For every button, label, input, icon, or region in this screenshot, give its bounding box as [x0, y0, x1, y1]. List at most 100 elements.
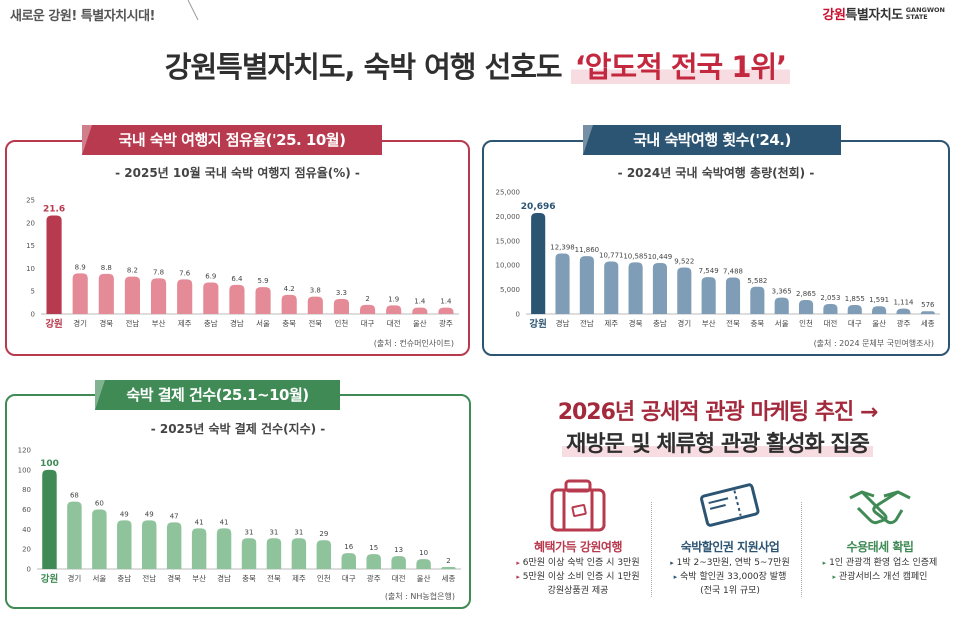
trips-bar: [823, 303, 838, 314]
share-bar: [386, 305, 402, 314]
trips-bar: [604, 261, 619, 314]
divider-slash: [187, 0, 199, 21]
payments-category-label: 부산: [192, 573, 206, 583]
payments-value-label: 13: [394, 546, 403, 554]
trips-value-label: 12,398: [550, 243, 575, 251]
payments-category-label: 경북: [167, 573, 181, 583]
payments-bar: [67, 501, 82, 569]
logo-english: GANGWON STATE: [905, 5, 945, 21]
payments-panel: - 2025년 숙박 결제 건수(지수) - 0 20 40 60 80 100 120 10…: [5, 394, 471, 609]
trips-category-label: 제주: [604, 319, 618, 328]
share-category-label: 경북: [99, 318, 113, 328]
share-category-label: 부산: [152, 318, 166, 328]
trips-ytick: 25,000: [496, 189, 521, 197]
payments-value-label: 41: [220, 518, 229, 526]
trips-category-label: 부산: [702, 318, 716, 328]
share-bar: [359, 304, 376, 314]
handshake-icon: [849, 490, 911, 525]
share-subtitle: - 2025년 10월 국내 숙박 여행지 점유율(%) -: [115, 166, 360, 180]
share-ytick: 5: [31, 288, 35, 296]
discount-line: ▸ 숙박 할인권 33,000장 발행: [673, 572, 787, 582]
payments-category-label: 서울: [92, 574, 106, 583]
share-value-label: 3.8: [310, 287, 321, 295]
tab-notch: [95, 380, 105, 410]
payments-category-label: 충북: [242, 574, 256, 583]
tab-notch: [82, 125, 92, 155]
trips-category-label: 전북: [726, 318, 740, 328]
trips-value-label: 10,449: [648, 253, 673, 261]
trips-value-label: 1,855: [845, 295, 865, 303]
trips-ytick: 10,000: [496, 262, 521, 270]
payments-value-label: 100: [40, 459, 59, 469]
share-bar: [333, 298, 350, 314]
slogan: 새로운 강원! 특별자치시대!: [10, 9, 155, 24]
payments-category-label: 대구: [342, 574, 356, 583]
share-bar: [177, 279, 193, 314]
share-bar: [72, 273, 88, 314]
share-bar: [150, 278, 167, 314]
trips-value-label: 10,771: [599, 251, 624, 259]
share-ytick: 25: [26, 197, 35, 205]
trips-source: (출처 : 2024 문체부 국민여행조사): [813, 339, 934, 348]
discount-title: 숙박할인권 지원사업: [680, 540, 780, 554]
ticket-icon: [700, 483, 760, 527]
share-ytick: 10: [26, 265, 35, 273]
payments-category-label: 울산: [417, 573, 431, 583]
benefit-line: ▸ 6만원 이상 숙박 인증 시 3만원: [516, 558, 640, 568]
trips-bar: [750, 286, 765, 314]
share-category-label: 경남: [230, 318, 244, 328]
share-bar: [98, 273, 114, 314]
discount-line: (전국 1위 규모): [700, 586, 760, 596]
trips-bar: [798, 300, 814, 314]
trips-value-label: 2,865: [796, 290, 816, 298]
share-category-label: 충북: [282, 319, 296, 328]
trips-bar: [847, 304, 862, 314]
payments-category-label: 인천: [317, 573, 331, 583]
share-value-label: 7.6: [179, 269, 191, 277]
payments-value-label: 31: [294, 528, 303, 536]
share-category-label: 울산: [413, 318, 427, 328]
trips-value-label: 9,522: [674, 258, 694, 266]
share-value-label: 3.3: [336, 289, 347, 297]
share-category-label: 제주: [178, 319, 192, 328]
trips-ytick: 0: [516, 311, 520, 319]
share-bar: [229, 284, 245, 314]
payments-value-label: 31: [269, 528, 278, 536]
share-tab: 국내 숙박 여행지 점유율('25. 10월): [82, 125, 382, 155]
trips-category-label: 경기: [677, 318, 691, 328]
trips-value-label: 7,488: [723, 267, 743, 275]
share-bar-chart: 0 5 10 15 20 25 21.6 강원 8.9 경기 8.8 경북 8.2 전남 7.8 부산 7.6 제…: [26, 197, 459, 330]
payments-bar: [92, 509, 107, 569]
trips-bar: [677, 267, 692, 314]
share-bar: [124, 276, 141, 314]
payments-value-label: 49: [145, 510, 154, 518]
share-value-label: 8.9: [75, 263, 86, 271]
payments-bar: [117, 520, 132, 569]
share-value-label: 1.4: [414, 298, 426, 306]
payments-value-label: 47: [170, 512, 179, 520]
marketing-title-line2: 재방문 및 체류형 관광 활성화 집중: [485, 426, 950, 458]
payments-category-label: 제주: [292, 574, 306, 583]
share-bar: [412, 307, 428, 314]
trips-bar: [774, 297, 789, 314]
share-category-label: 전북: [308, 318, 322, 328]
share-category-label: 인천: [335, 318, 349, 328]
payments-category-label: 전남: [142, 573, 156, 583]
trips-value-label: 3,365: [772, 288, 792, 296]
marketing-title-line1: 2026년 공세적 관광 마케팅 추진 →: [557, 400, 879, 425]
payments-ytick: 120: [18, 447, 31, 455]
title-highlight: ‘압도적 전국 1위’: [570, 50, 791, 84]
trips-bar: [725, 277, 741, 314]
payments-value-label: 41: [195, 518, 204, 526]
trips-value-label: 1,591: [869, 296, 889, 304]
trips-value-label: 20,696: [521, 202, 556, 212]
payments-bar: [441, 567, 456, 569]
share-category-label: 전남: [126, 318, 140, 328]
share-value-label: 6.9: [205, 273, 216, 281]
trips-category-label: 대구: [848, 319, 862, 328]
trips-category-label: 강원: [529, 318, 546, 330]
payments-bar: [216, 528, 232, 569]
payments-value-label: 31: [245, 528, 254, 536]
share-bar: [281, 294, 297, 314]
